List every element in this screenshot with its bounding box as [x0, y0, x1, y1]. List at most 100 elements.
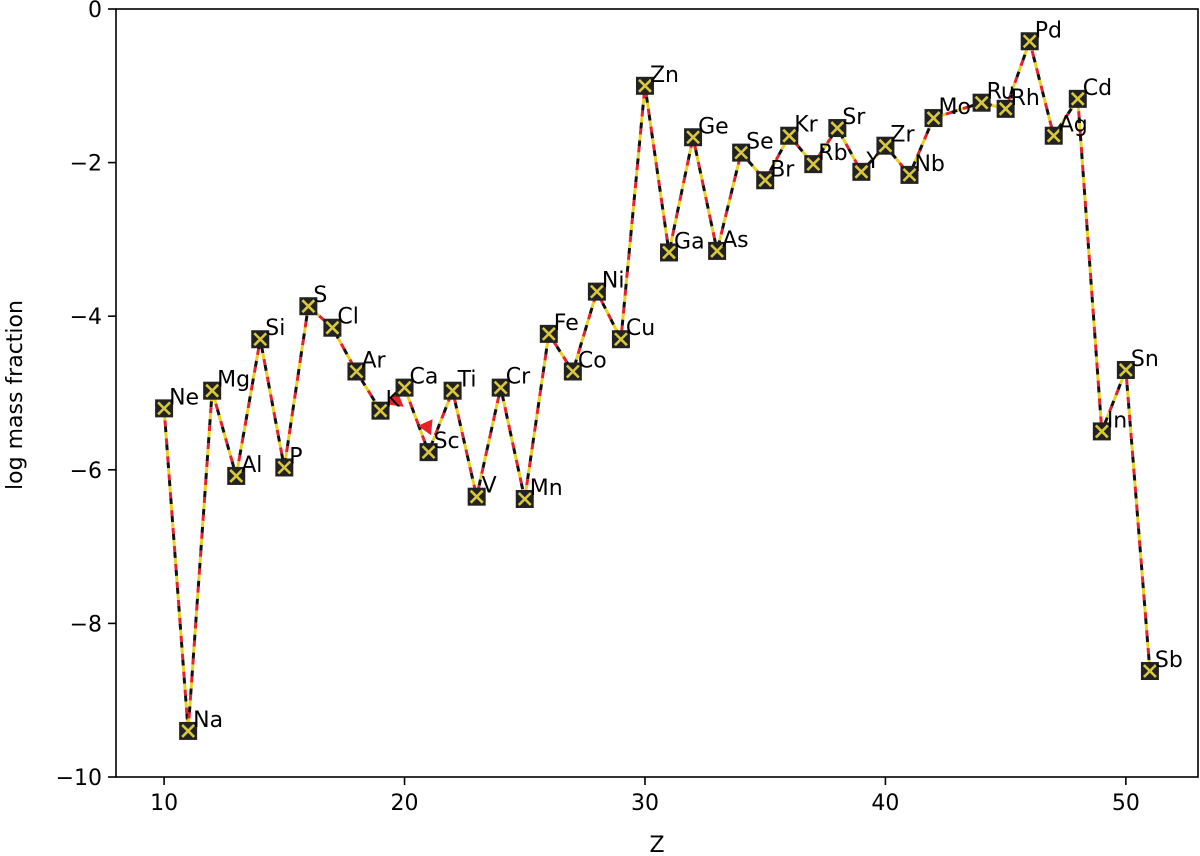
marker-cross [157, 401, 172, 416]
marker-cross [517, 492, 532, 506]
point-label: Na [193, 708, 223, 733]
point-label: In [1107, 408, 1127, 433]
data-point [347, 362, 366, 381]
marker-cross [758, 173, 773, 188]
point-label: Sn [1131, 347, 1159, 372]
point-label: Mg [217, 368, 250, 393]
data-point [467, 487, 486, 506]
y-tick-label: −6 [70, 459, 102, 484]
point-label: Br [770, 157, 795, 182]
marker-cross [301, 299, 316, 314]
point-label: Cr [506, 365, 531, 390]
data-point [900, 165, 919, 184]
point-label: P [289, 444, 302, 469]
point-label: Ag [1059, 113, 1088, 138]
marker-cross [1022, 34, 1037, 49]
data-point [876, 136, 895, 155]
point-label: Ar [361, 348, 386, 373]
marker-cross [1046, 128, 1061, 143]
marker-cross [998, 101, 1013, 116]
marker-cross [253, 332, 268, 347]
marker-cross [686, 130, 700, 145]
x-axis-title: Z [649, 833, 664, 856]
point-label: Fe [554, 311, 579, 336]
point-label: Mo [939, 95, 971, 120]
data-point [1044, 126, 1063, 145]
point-label: Cl [337, 305, 358, 330]
data-point [203, 381, 222, 400]
point-label: S [313, 283, 327, 308]
marker-cross [421, 445, 436, 460]
point-label: Si [265, 316, 285, 341]
marker-cross [638, 78, 652, 93]
marker-cross [181, 724, 196, 738]
marker-cross [565, 364, 580, 379]
y-axis-title: log mass fraction [3, 300, 28, 490]
data-point [780, 126, 799, 145]
marker-cross [373, 403, 388, 418]
data-point [996, 99, 1015, 118]
y-tick-label: 0 [88, 0, 102, 23]
point-label: Ge [698, 114, 729, 139]
data-point [419, 443, 438, 462]
data-point [972, 93, 991, 112]
data-point [852, 162, 871, 181]
data-point [563, 362, 582, 381]
point-label: Ca [410, 365, 439, 390]
series-line-black [162, 36, 1152, 732]
data-point [635, 76, 654, 95]
point-label: Pd [1035, 18, 1062, 43]
point-label: Ti [457, 368, 477, 393]
marker-cross [830, 121, 845, 135]
marker-cross [710, 244, 725, 258]
data-point [539, 324, 558, 343]
point-label: Mn [530, 476, 563, 501]
point-label: Zr [890, 123, 915, 148]
data-point [587, 282, 606, 301]
point-label: Cu [626, 316, 655, 341]
data-point [804, 155, 823, 174]
marker-cross [205, 383, 220, 398]
plot-frame [115, 8, 1199, 778]
marker-cross [614, 332, 628, 347]
point-label: Se [746, 130, 774, 155]
point-label: Sb [1155, 648, 1183, 673]
data-point [1140, 662, 1159, 681]
point-label: Kr [794, 113, 818, 138]
data-point [515, 489, 534, 508]
data-point [275, 458, 294, 477]
data-point [1116, 360, 1135, 379]
marker-cross [397, 380, 412, 395]
point-label: Al [241, 453, 262, 478]
data-point [611, 330, 630, 349]
data-point [443, 381, 462, 400]
marker-cross [662, 245, 676, 260]
data-point [828, 119, 847, 138]
data-point [323, 318, 342, 337]
marker-cross [734, 145, 749, 160]
y-tick-label: −2 [70, 152, 102, 177]
marker-cross [325, 320, 340, 335]
data-point [708, 241, 727, 260]
marker-cross [493, 380, 508, 395]
data-point [684, 128, 703, 147]
marker-cross [806, 157, 821, 172]
point-label: Rh [1011, 86, 1040, 111]
data-point [251, 330, 270, 349]
x-tick-label: 30 [631, 791, 659, 816]
data-point [1068, 89, 1087, 108]
data-point [756, 171, 775, 190]
data-point [179, 721, 198, 740]
x-tick-label: 40 [871, 791, 899, 816]
point-label: Ni [602, 269, 625, 294]
point-label: As [722, 228, 749, 253]
marker-cross [1070, 91, 1085, 106]
marker-cross [902, 167, 917, 182]
marker-cross [589, 284, 604, 299]
data-point [924, 109, 943, 128]
series-line-yellow [162, 36, 1152, 732]
point-label: Co [578, 348, 607, 373]
arrowhead [417, 419, 433, 436]
data-point [660, 243, 679, 262]
data-point [395, 378, 414, 397]
